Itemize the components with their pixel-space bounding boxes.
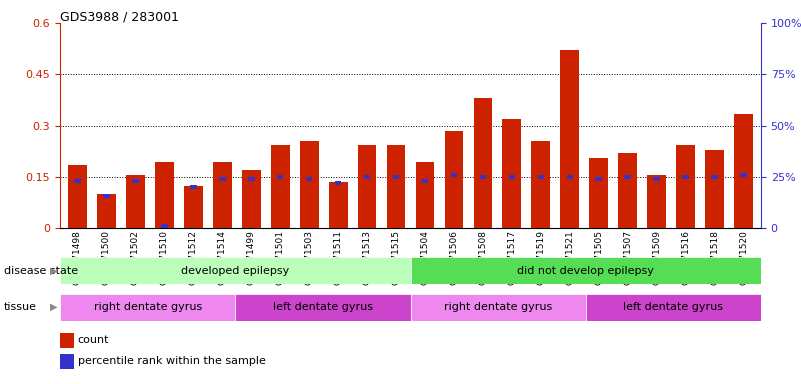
Text: did not develop epilepsy: did not develop epilepsy (517, 266, 654, 276)
Bar (300, 141, 319, 228)
Bar (271, 145, 290, 228)
Bar (705, 150, 724, 228)
Bar (97, 194, 116, 228)
Bar (242, 170, 260, 228)
Bar (358, 145, 376, 228)
Bar (335, 181, 341, 185)
Text: disease state: disease state (4, 266, 78, 276)
Bar (184, 186, 203, 228)
Text: GDS3988 / 283001: GDS3988 / 283001 (60, 10, 179, 23)
Bar (410, 294, 586, 321)
Text: right dentate gyrus: right dentate gyrus (94, 302, 202, 312)
Bar (219, 177, 226, 181)
Text: tissue: tissue (4, 302, 37, 312)
Bar (190, 185, 196, 189)
Bar (74, 179, 81, 183)
Bar (735, 114, 753, 228)
Bar (392, 175, 400, 179)
Bar (586, 294, 761, 321)
Bar (711, 175, 718, 179)
Text: left dentate gyrus: left dentate gyrus (623, 302, 723, 312)
Bar (561, 50, 579, 228)
Bar (364, 175, 370, 179)
Bar (60, 294, 235, 321)
Bar (654, 177, 660, 181)
Bar (235, 294, 410, 321)
Text: count: count (78, 335, 109, 345)
Bar (590, 158, 608, 228)
Bar (625, 175, 631, 179)
Bar (509, 175, 515, 179)
Bar (531, 141, 550, 228)
Bar (248, 177, 255, 181)
Bar (410, 257, 761, 284)
Bar (445, 131, 463, 228)
Bar (132, 179, 139, 183)
Bar (676, 145, 695, 228)
Bar (473, 98, 493, 228)
Bar (595, 177, 602, 181)
Bar (480, 175, 486, 179)
Text: ▶: ▶ (50, 266, 58, 276)
Bar (647, 175, 666, 228)
Bar (277, 175, 284, 179)
Bar (68, 165, 87, 228)
Bar (740, 173, 747, 177)
Text: developed epilepsy: developed epilepsy (181, 266, 289, 276)
Bar (451, 173, 457, 177)
Bar (502, 119, 521, 228)
Bar (416, 162, 434, 228)
Text: ▶: ▶ (50, 302, 58, 312)
Bar (306, 177, 312, 181)
Bar (161, 224, 167, 228)
Bar (537, 175, 544, 179)
Bar (421, 179, 429, 183)
Text: left dentate gyrus: left dentate gyrus (273, 302, 373, 312)
Bar (155, 162, 174, 228)
Bar (682, 175, 689, 179)
Bar (103, 194, 110, 198)
Text: right dentate gyrus: right dentate gyrus (444, 302, 552, 312)
Text: percentile rank within the sample: percentile rank within the sample (78, 356, 266, 366)
Bar (566, 175, 573, 179)
Bar (60, 257, 410, 284)
Bar (387, 145, 405, 228)
Bar (328, 182, 348, 228)
Bar (213, 162, 231, 228)
Bar (126, 175, 145, 228)
Bar (618, 153, 637, 228)
